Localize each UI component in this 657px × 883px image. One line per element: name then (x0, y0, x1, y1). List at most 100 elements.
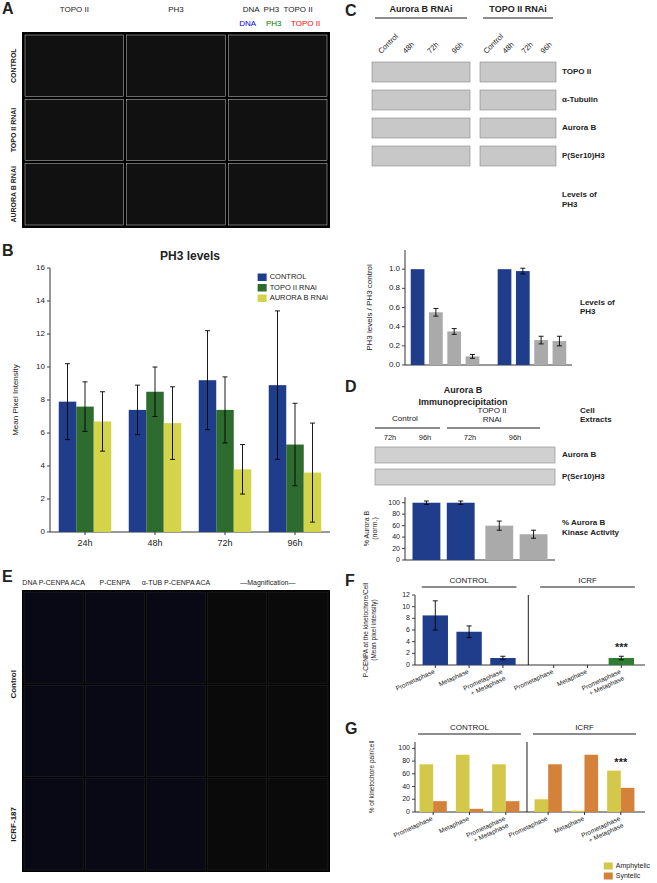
group-label: CONTROL (450, 576, 490, 585)
bar (447, 503, 475, 560)
x-tick-label: Prometaphase (507, 814, 549, 839)
panel-a: ATOPO IIPH3DNA PH3 TOPO IIDNAPH3TOPO IIC… (2, 0, 330, 228)
y-tick-label: 2 (406, 649, 410, 656)
bar (456, 755, 470, 812)
blot-label: Aurora B (562, 123, 596, 132)
legend-label: Syntelic (616, 872, 641, 880)
y-tick-label: 10 (36, 362, 45, 371)
significance: *** (615, 641, 629, 653)
x-tick-label: 24h (77, 538, 92, 548)
image-cell (228, 99, 327, 160)
image-panel (22, 32, 330, 228)
image-cell (85, 779, 144, 870)
image-cell (127, 164, 226, 225)
image-cell (208, 685, 267, 776)
title: PH3 levels (160, 249, 220, 263)
image-cell (85, 685, 144, 776)
y-tick-label: 0 (41, 527, 46, 536)
panel-letter: C (345, 2, 357, 19)
panel-letter: D (345, 378, 357, 395)
image-cell (208, 592, 267, 683)
side-label: % Aurora BKinase Activity (562, 519, 620, 537)
y-tick-ref (415, 641, 645, 642)
image-cell (269, 592, 328, 683)
bar (541, 665, 566, 666)
error-bar (153, 367, 158, 417)
image-cell (24, 685, 83, 776)
y-tick-label: 40 (392, 533, 400, 540)
bar (411, 269, 425, 365)
x-tick (435, 665, 436, 668)
y-tick-label: 16 (36, 263, 45, 272)
y-axis (415, 742, 416, 812)
image-cell (228, 35, 327, 96)
bar (548, 764, 562, 812)
bracket (447, 428, 540, 429)
side-label: Levels ofPH3 (580, 298, 615, 316)
error-bar (170, 387, 175, 460)
panel-letter: A (2, 0, 14, 17)
bar (429, 312, 443, 365)
error-bar (240, 445, 245, 495)
y-axis-label: % of kinetochore pair/cell (368, 740, 376, 813)
bar-panel: 020406080100PrometaphaseMetaphasePrometa… (345, 720, 645, 846)
column-header: Control (392, 414, 418, 423)
lane-label: Control (482, 32, 506, 56)
legend-label: Amphytelic (616, 862, 651, 870)
blot-label: P(Ser10)H3 (562, 472, 605, 481)
blot-strip (375, 469, 555, 485)
y-tick-label: 6 (41, 428, 46, 437)
marks (413, 501, 548, 560)
lane-label: 48h (501, 40, 516, 55)
error-bar (135, 385, 140, 435)
bracket (375, 428, 440, 429)
y-tick-ref (415, 630, 645, 631)
error-bar (520, 268, 525, 274)
lane-label: 72h (384, 433, 397, 442)
x-tick (225, 532, 226, 535)
error-bar (500, 656, 505, 660)
bar (485, 526, 513, 560)
y-tick-label: 4 (41, 461, 46, 470)
y-tick-label: 2 (41, 494, 46, 503)
x-tick (433, 812, 434, 815)
y-tick-label: 12 (402, 591, 410, 598)
x-tick-label: 72h (217, 538, 232, 548)
legend-swatch (258, 284, 267, 292)
error-bar (467, 626, 472, 638)
panel-letter: G (345, 720, 357, 737)
blot-label: TOPO II (562, 67, 591, 76)
bar-panel: 0.00.20.40.60.81.0PH3 levels / PH3 contr… (365, 250, 615, 369)
y-tick-label: 40 (402, 782, 410, 789)
bar-panel: 024681012PrometaphaseMetaphasePrometapha… (345, 572, 645, 699)
blot-label: Aurora B (562, 450, 596, 459)
error-bar (470, 354, 475, 358)
error-bar (83, 382, 88, 432)
y-tick-label: 80 (402, 757, 410, 764)
lane-label: 96h (450, 40, 465, 55)
bar (506, 801, 520, 812)
y-tick-ref (415, 595, 645, 596)
error-bar (458, 501, 463, 504)
blot-strip (480, 62, 556, 82)
bar (571, 811, 585, 812)
lane-label: 72h (464, 433, 477, 442)
panel-c-blot: CAurora B RNAiTOPO II RNAiControlControl… (345, 2, 605, 209)
error-bar (223, 377, 228, 443)
lane-label: 72h (520, 40, 535, 55)
image-cell (208, 779, 267, 870)
image-cell (85, 592, 144, 683)
figure: ATOPO IIPH3DNA PH3 TOPO IIDNAPH3TOPO IIC… (0, 0, 657, 883)
lane-label: 96h (539, 40, 554, 55)
bar (413, 503, 441, 560)
y-tick-ref (415, 748, 645, 749)
error-bar (619, 656, 624, 660)
y-tick-label: 0 (406, 661, 410, 668)
y-tick-label: 0.2 (389, 341, 401, 350)
x-tick-label: Prometaphase+ Metaphase (580, 667, 625, 699)
y-tick-label: 0.8 (389, 283, 401, 292)
y-axis-label: P-CENPA at the kinetochore/Cell(Mean pix… (362, 582, 377, 677)
y-tick-ref (415, 618, 645, 619)
blot-label: P(Ser10)H3 (562, 151, 605, 160)
error-bar (275, 311, 280, 460)
